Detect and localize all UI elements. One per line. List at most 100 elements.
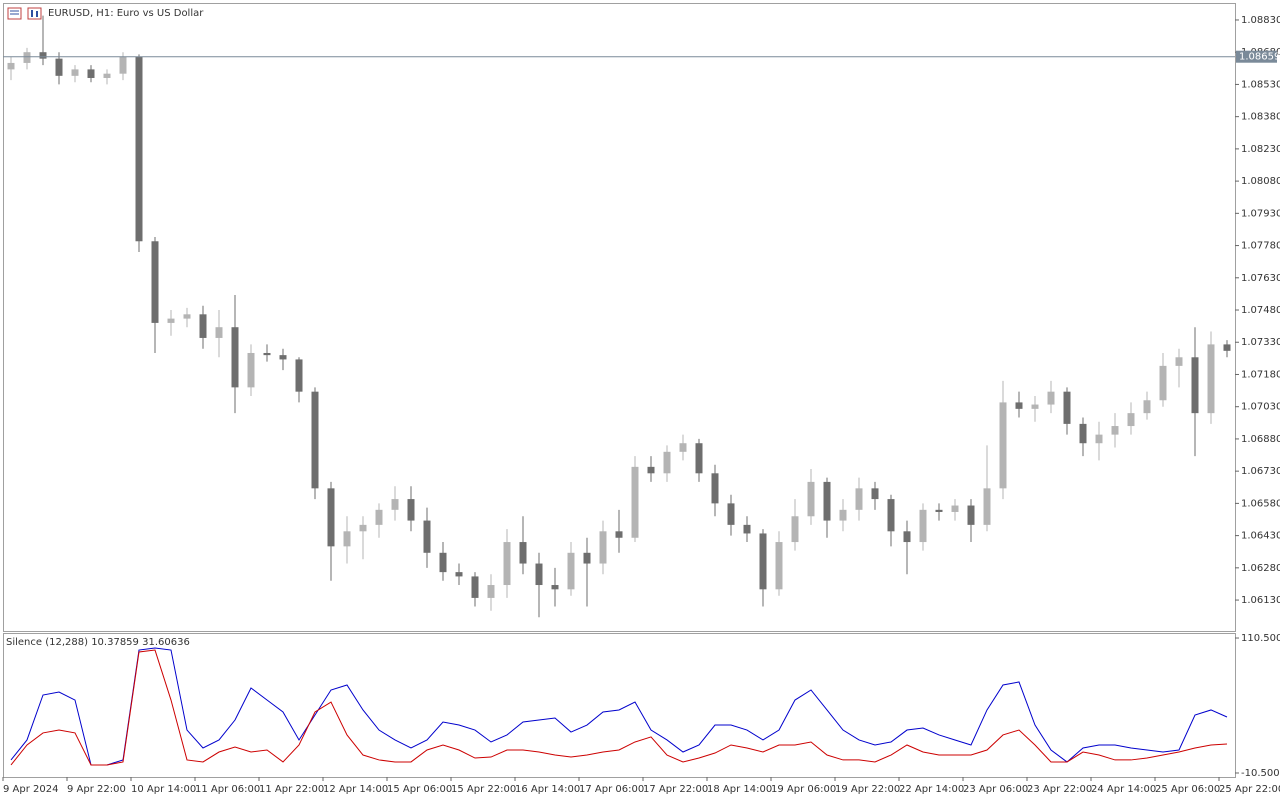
candle-body bbox=[1079, 423, 1087, 444]
y-tick-label: 1.06130 bbox=[1241, 595, 1280, 606]
y-tick-label: 110.5000 bbox=[1241, 633, 1280, 644]
candle-body bbox=[1127, 413, 1135, 427]
candle-body bbox=[1143, 400, 1151, 414]
candle-body bbox=[871, 488, 879, 500]
candle-body bbox=[215, 327, 223, 338]
candle-body bbox=[711, 473, 719, 504]
candle-body bbox=[647, 466, 655, 474]
y-tick-label: 1.06730 bbox=[1241, 466, 1280, 477]
candle-body bbox=[119, 56, 127, 74]
candle-body bbox=[695, 443, 703, 474]
y-tick-label: 1.08830 bbox=[1241, 15, 1280, 26]
x-tick-label: 25 Apr 06:00 bbox=[1155, 784, 1220, 795]
x-tick-label: 9 Apr 22:00 bbox=[67, 784, 126, 795]
x-tick-label: 17 Apr 22:00 bbox=[643, 784, 708, 795]
candle-body bbox=[1095, 434, 1103, 444]
candle-body bbox=[999, 402, 1007, 489]
y-tick-label: 1.08080 bbox=[1241, 176, 1280, 187]
x-tick-label: 15 Apr 22:00 bbox=[451, 784, 516, 795]
y-tick-label: 1.06430 bbox=[1241, 531, 1280, 542]
candle-body bbox=[327, 488, 335, 547]
candle-body bbox=[503, 542, 511, 586]
candle-body bbox=[359, 524, 367, 532]
candle-body bbox=[807, 481, 815, 517]
y-tick-label: 1.07780 bbox=[1241, 241, 1280, 252]
candle-body bbox=[7, 62, 15, 70]
candle-body bbox=[455, 572, 463, 577]
candle-body bbox=[535, 563, 543, 586]
price-panel bbox=[3, 3, 1236, 632]
candle-body bbox=[679, 443, 687, 452]
candle-body bbox=[231, 327, 239, 388]
symbol-title: EURUSD, H1: Euro vs US Dollar bbox=[48, 8, 204, 19]
indicator-panel bbox=[3, 633, 1236, 778]
candle-body bbox=[311, 391, 319, 489]
x-tick-label: 19 Apr 22:00 bbox=[835, 784, 900, 795]
x-tick-label: 17 Apr 06:00 bbox=[579, 784, 644, 795]
candle-body bbox=[1047, 391, 1055, 405]
y-tick-label: 1.06280 bbox=[1241, 563, 1280, 574]
candle-body bbox=[1223, 344, 1231, 351]
candle-body bbox=[1111, 426, 1119, 435]
indicator-line bbox=[10, 649, 1228, 766]
x-tick-label: 10 Apr 14:00 bbox=[131, 784, 196, 795]
x-tick-label: 23 Apr 22:00 bbox=[1027, 784, 1092, 795]
candle-body bbox=[151, 241, 159, 323]
candle-body bbox=[263, 352, 271, 356]
y-tick-label: 1.08530 bbox=[1241, 79, 1280, 90]
candle-body bbox=[759, 533, 767, 590]
x-tick-label: 22 Apr 14:00 bbox=[899, 784, 964, 795]
icon[interactable] bbox=[27, 7, 42, 20]
candle-body bbox=[71, 69, 79, 76]
candle-body bbox=[567, 552, 575, 590]
x-tick-label: 11 Apr 22:00 bbox=[259, 784, 324, 795]
candle-body bbox=[519, 542, 527, 564]
y-tick-label: 1.07330 bbox=[1241, 337, 1280, 348]
candle-body bbox=[823, 481, 831, 521]
candle-body bbox=[55, 58, 63, 76]
candle-body bbox=[743, 524, 751, 534]
candle-body bbox=[855, 488, 863, 510]
candle-body bbox=[423, 520, 431, 553]
x-tick-label: 24 Apr 14:00 bbox=[1091, 784, 1156, 795]
candle-body bbox=[791, 516, 799, 543]
candle-body bbox=[935, 509, 943, 512]
x-tick-label: 25 Apr 22:00 bbox=[1219, 784, 1280, 795]
candle-body bbox=[1207, 344, 1215, 414]
y-tick-label: 1.08230 bbox=[1241, 144, 1280, 155]
candle-body bbox=[407, 499, 415, 521]
candle-body bbox=[839, 509, 847, 521]
candle-body bbox=[967, 505, 975, 525]
chart-icons[interactable] bbox=[7, 7, 42, 20]
candle-body bbox=[103, 73, 111, 78]
candle-body bbox=[375, 509, 383, 525]
y-tick-label: 1.07030 bbox=[1241, 402, 1280, 413]
y-tick-label: 1.07480 bbox=[1241, 305, 1280, 316]
candle-body bbox=[903, 531, 911, 543]
candle-body bbox=[599, 531, 607, 564]
candle-body bbox=[775, 542, 783, 590]
y-tick-label: 1.07630 bbox=[1241, 273, 1280, 284]
y-tick-label: 1.07180 bbox=[1241, 369, 1280, 380]
candle-body bbox=[343, 531, 351, 547]
candle-body bbox=[1031, 404, 1039, 409]
candle-body bbox=[135, 56, 143, 242]
candle-body bbox=[23, 52, 31, 63]
candle-body bbox=[663, 451, 671, 474]
candle-body bbox=[727, 503, 735, 525]
candle-body bbox=[1191, 357, 1199, 414]
y-tick-label: 1.06880 bbox=[1241, 434, 1280, 445]
candle-body bbox=[1175, 357, 1183, 366]
candle-body bbox=[39, 52, 47, 59]
price-tag-label: 1.08659 bbox=[1239, 52, 1280, 63]
x-tick-label: 16 Apr 14:00 bbox=[515, 784, 580, 795]
candle-body bbox=[199, 314, 207, 338]
candle-body bbox=[583, 552, 591, 564]
candle-body bbox=[183, 314, 191, 319]
candle-body bbox=[471, 576, 479, 598]
x-tick-label: 18 Apr 14:00 bbox=[707, 784, 772, 795]
candle-body bbox=[1015, 402, 1023, 409]
